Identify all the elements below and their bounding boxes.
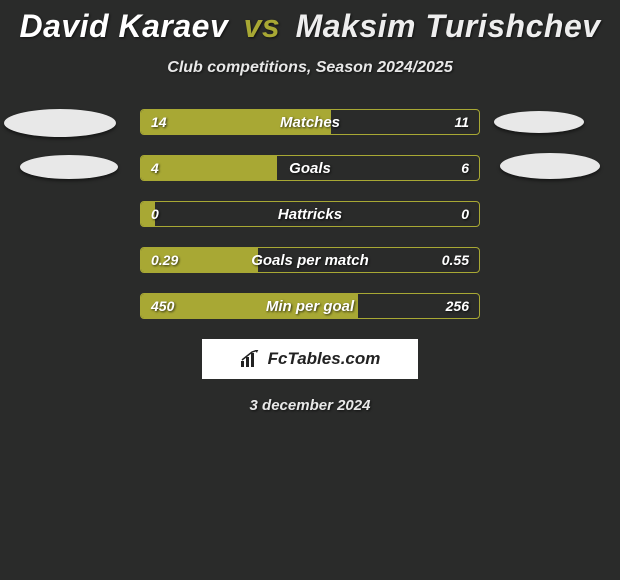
stat-label: Goals per match: [141, 248, 479, 272]
title-vs: vs: [244, 8, 281, 44]
stat-label: Goals: [141, 156, 479, 180]
subtitle: Club competitions, Season 2024/2025: [0, 59, 620, 77]
brand-text: FcTables.com: [268, 349, 381, 369]
stat-row: 450256Min per goal: [0, 293, 620, 319]
stat-bar: 0.290.55Goals per match: [140, 247, 480, 273]
stat-label: Matches: [141, 110, 479, 134]
stat-bar: 450256Min per goal: [140, 293, 480, 319]
brand-badge: FcTables.com: [202, 339, 418, 379]
stat-row: 46Goals: [0, 155, 620, 181]
title-player2: Maksim Turishchev: [296, 8, 601, 44]
stat-label: Min per goal: [141, 294, 479, 318]
comparison-chart: 1411Matches 46Goals 00Hattricks 0.290.55Goa…: [0, 109, 620, 319]
stat-row: 1411Matches: [0, 109, 620, 135]
date-line: 3 december 2024: [0, 397, 620, 414]
title-player1: David Karaev: [19, 8, 228, 44]
stat-label: Hattricks: [141, 202, 479, 226]
bar-chart-icon: [240, 350, 262, 368]
stat-bar: 00Hattricks: [140, 201, 480, 227]
page-title: David Karaev vs Maksim Turishchev: [0, 0, 620, 45]
stat-bar: 46Goals: [140, 155, 480, 181]
stat-bar: 1411Matches: [140, 109, 480, 135]
stat-row: 0.290.55Goals per match: [0, 247, 620, 273]
stat-row: 00Hattricks: [0, 201, 620, 227]
